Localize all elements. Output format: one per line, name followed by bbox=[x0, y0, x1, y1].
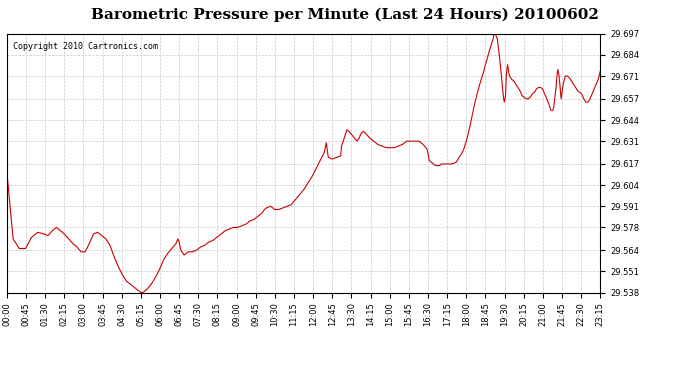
Text: Copyright 2010 Cartronics.com: Copyright 2010 Cartronics.com bbox=[13, 42, 158, 51]
Text: Barometric Pressure per Minute (Last 24 Hours) 20100602: Barometric Pressure per Minute (Last 24 … bbox=[91, 8, 599, 22]
